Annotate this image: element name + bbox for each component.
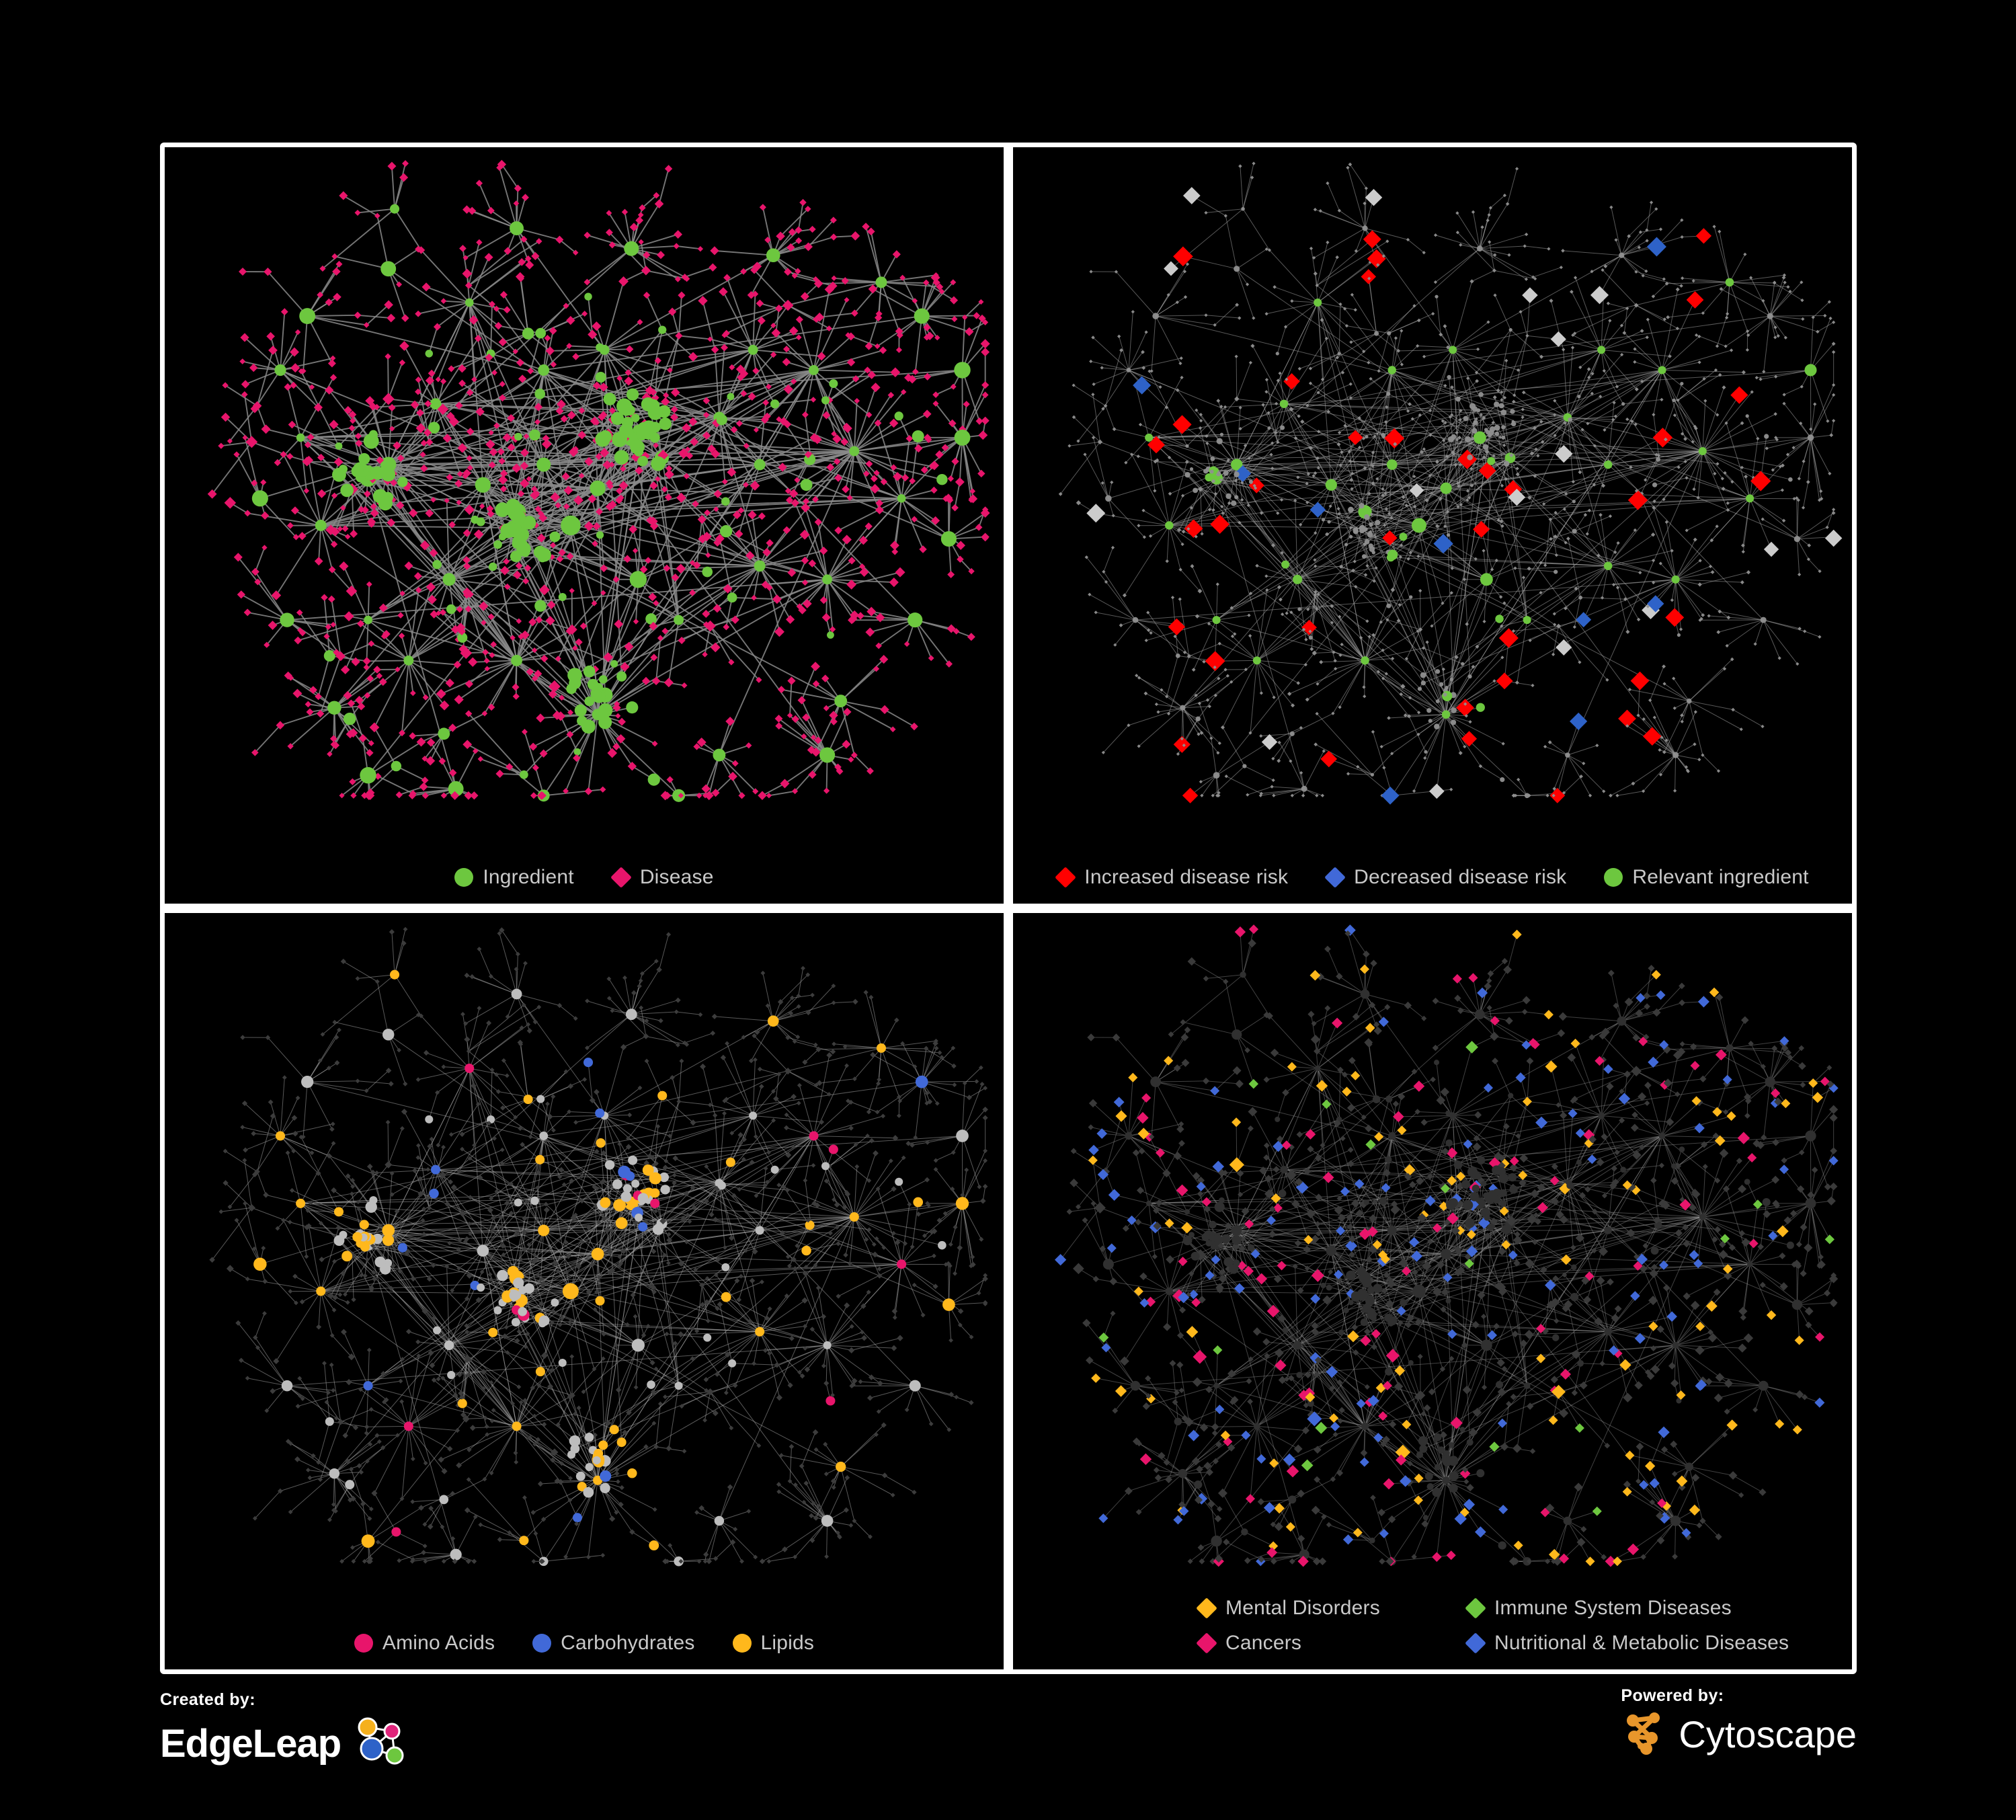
- legend-item: Amino Acids: [354, 1632, 495, 1655]
- edgeleap-wordmark: EdgeLeap: [160, 1721, 341, 1766]
- network-canvas-4[interactable]: [1013, 913, 1852, 1669]
- legend-item: Lipids: [732, 1632, 815, 1655]
- legend-label: Disease: [639, 866, 714, 888]
- cytoscape-wordmark: Cytoscape: [1679, 1712, 1857, 1755]
- legend-label: Ingredient: [483, 866, 574, 888]
- network-canvas-3[interactable]: [165, 913, 1004, 1669]
- network-graph: [207, 159, 990, 802]
- network-graph: [209, 926, 988, 1567]
- diamond-node-icon: [1055, 867, 1077, 888]
- legend-label: Increased disease risk: [1084, 866, 1289, 888]
- network-canvas-2[interactable]: [1013, 147, 1852, 904]
- legend-item: Increased disease risk: [1055, 866, 1289, 889]
- legend-item: Disease: [610, 866, 714, 889]
- network-graph: [1058, 161, 1843, 805]
- circle-node-icon: [732, 1634, 752, 1653]
- circle-node-icon: [1604, 868, 1623, 887]
- legend-label: Immune System Diseases: [1494, 1597, 1732, 1619]
- footer: Created by: EdgeLeap Powered by:: [160, 1681, 1857, 1788]
- diamond-node-icon: [1324, 867, 1346, 888]
- diamond-node-icon: [1196, 1597, 1217, 1619]
- created-by-kicker: Created by:: [160, 1690, 255, 1709]
- diamond-node-icon: [1465, 1597, 1486, 1619]
- network-canvas-1[interactable]: [165, 147, 1004, 904]
- diamond-node-icon: [1465, 1632, 1486, 1654]
- edgeleap-network-logo: [348, 1711, 409, 1776]
- panel-disease-risk[interactable]: Increased disease risk Decreased disease…: [1013, 147, 1852, 904]
- powered-by-brand: Powered by:: [1621, 1686, 1857, 1762]
- circle-node-icon: [454, 868, 474, 887]
- legend-item: Mental Disorders: [1196, 1597, 1419, 1620]
- legend-item: Relevant ingredient: [1604, 866, 1809, 889]
- legend-label: Relevant ingredient: [1632, 866, 1809, 888]
- legend-item: Nutritional & Metabolic Diseases: [1465, 1632, 1789, 1655]
- legend-label: Nutritional & Metabolic Diseases: [1494, 1632, 1789, 1654]
- legend-item: Immune System Diseases: [1465, 1597, 1732, 1620]
- circle-node-icon: [532, 1634, 552, 1653]
- legend-item: Carbohydrates: [532, 1632, 694, 1655]
- legend-panel-2: Increased disease risk Decreased disease…: [1013, 866, 1852, 889]
- legend-label: Decreased disease risk: [1354, 866, 1567, 888]
- diamond-node-icon: [610, 867, 632, 888]
- legend-panel-3: Amino Acids Carbohydrates Lipids: [165, 1632, 1004, 1655]
- panel-ingredient-class[interactable]: Amino Acids Carbohydrates Lipids: [165, 913, 1004, 1669]
- legend-item: Ingredient: [454, 866, 574, 889]
- diamond-node-icon: [1196, 1632, 1217, 1654]
- network-graph: [1055, 924, 1839, 1567]
- powered-by-kicker: Powered by:: [1621, 1686, 1724, 1705]
- legend-item: Cancers: [1196, 1632, 1419, 1655]
- circle-node-icon: [354, 1634, 373, 1653]
- legend-label: Carbohydrates: [561, 1632, 695, 1654]
- legend-panel-1: Ingredient Disease: [165, 866, 1004, 889]
- legend-item: Decreased disease risk: [1324, 866, 1567, 889]
- created-by-brand: Created by: EdgeLeap: [160, 1690, 409, 1776]
- legend-panel-4: Mental Disorders Immune System Diseases …: [1096, 1597, 1789, 1655]
- legend-label: Mental Disorders: [1225, 1597, 1380, 1619]
- cytoscape-network-logo: [1621, 1707, 1672, 1762]
- legend-label: Amino Acids: [382, 1632, 495, 1654]
- panel-disease-class[interactable]: Mental Disorders Immune System Diseases …: [1013, 913, 1852, 1669]
- legend-label: Cancers: [1225, 1632, 1302, 1654]
- figure-grid: Ingredient Disease Increased disease ris…: [160, 143, 1857, 1674]
- panel-ingredient-disease[interactable]: Ingredient Disease: [165, 147, 1004, 904]
- legend-label: Lipids: [760, 1632, 815, 1654]
